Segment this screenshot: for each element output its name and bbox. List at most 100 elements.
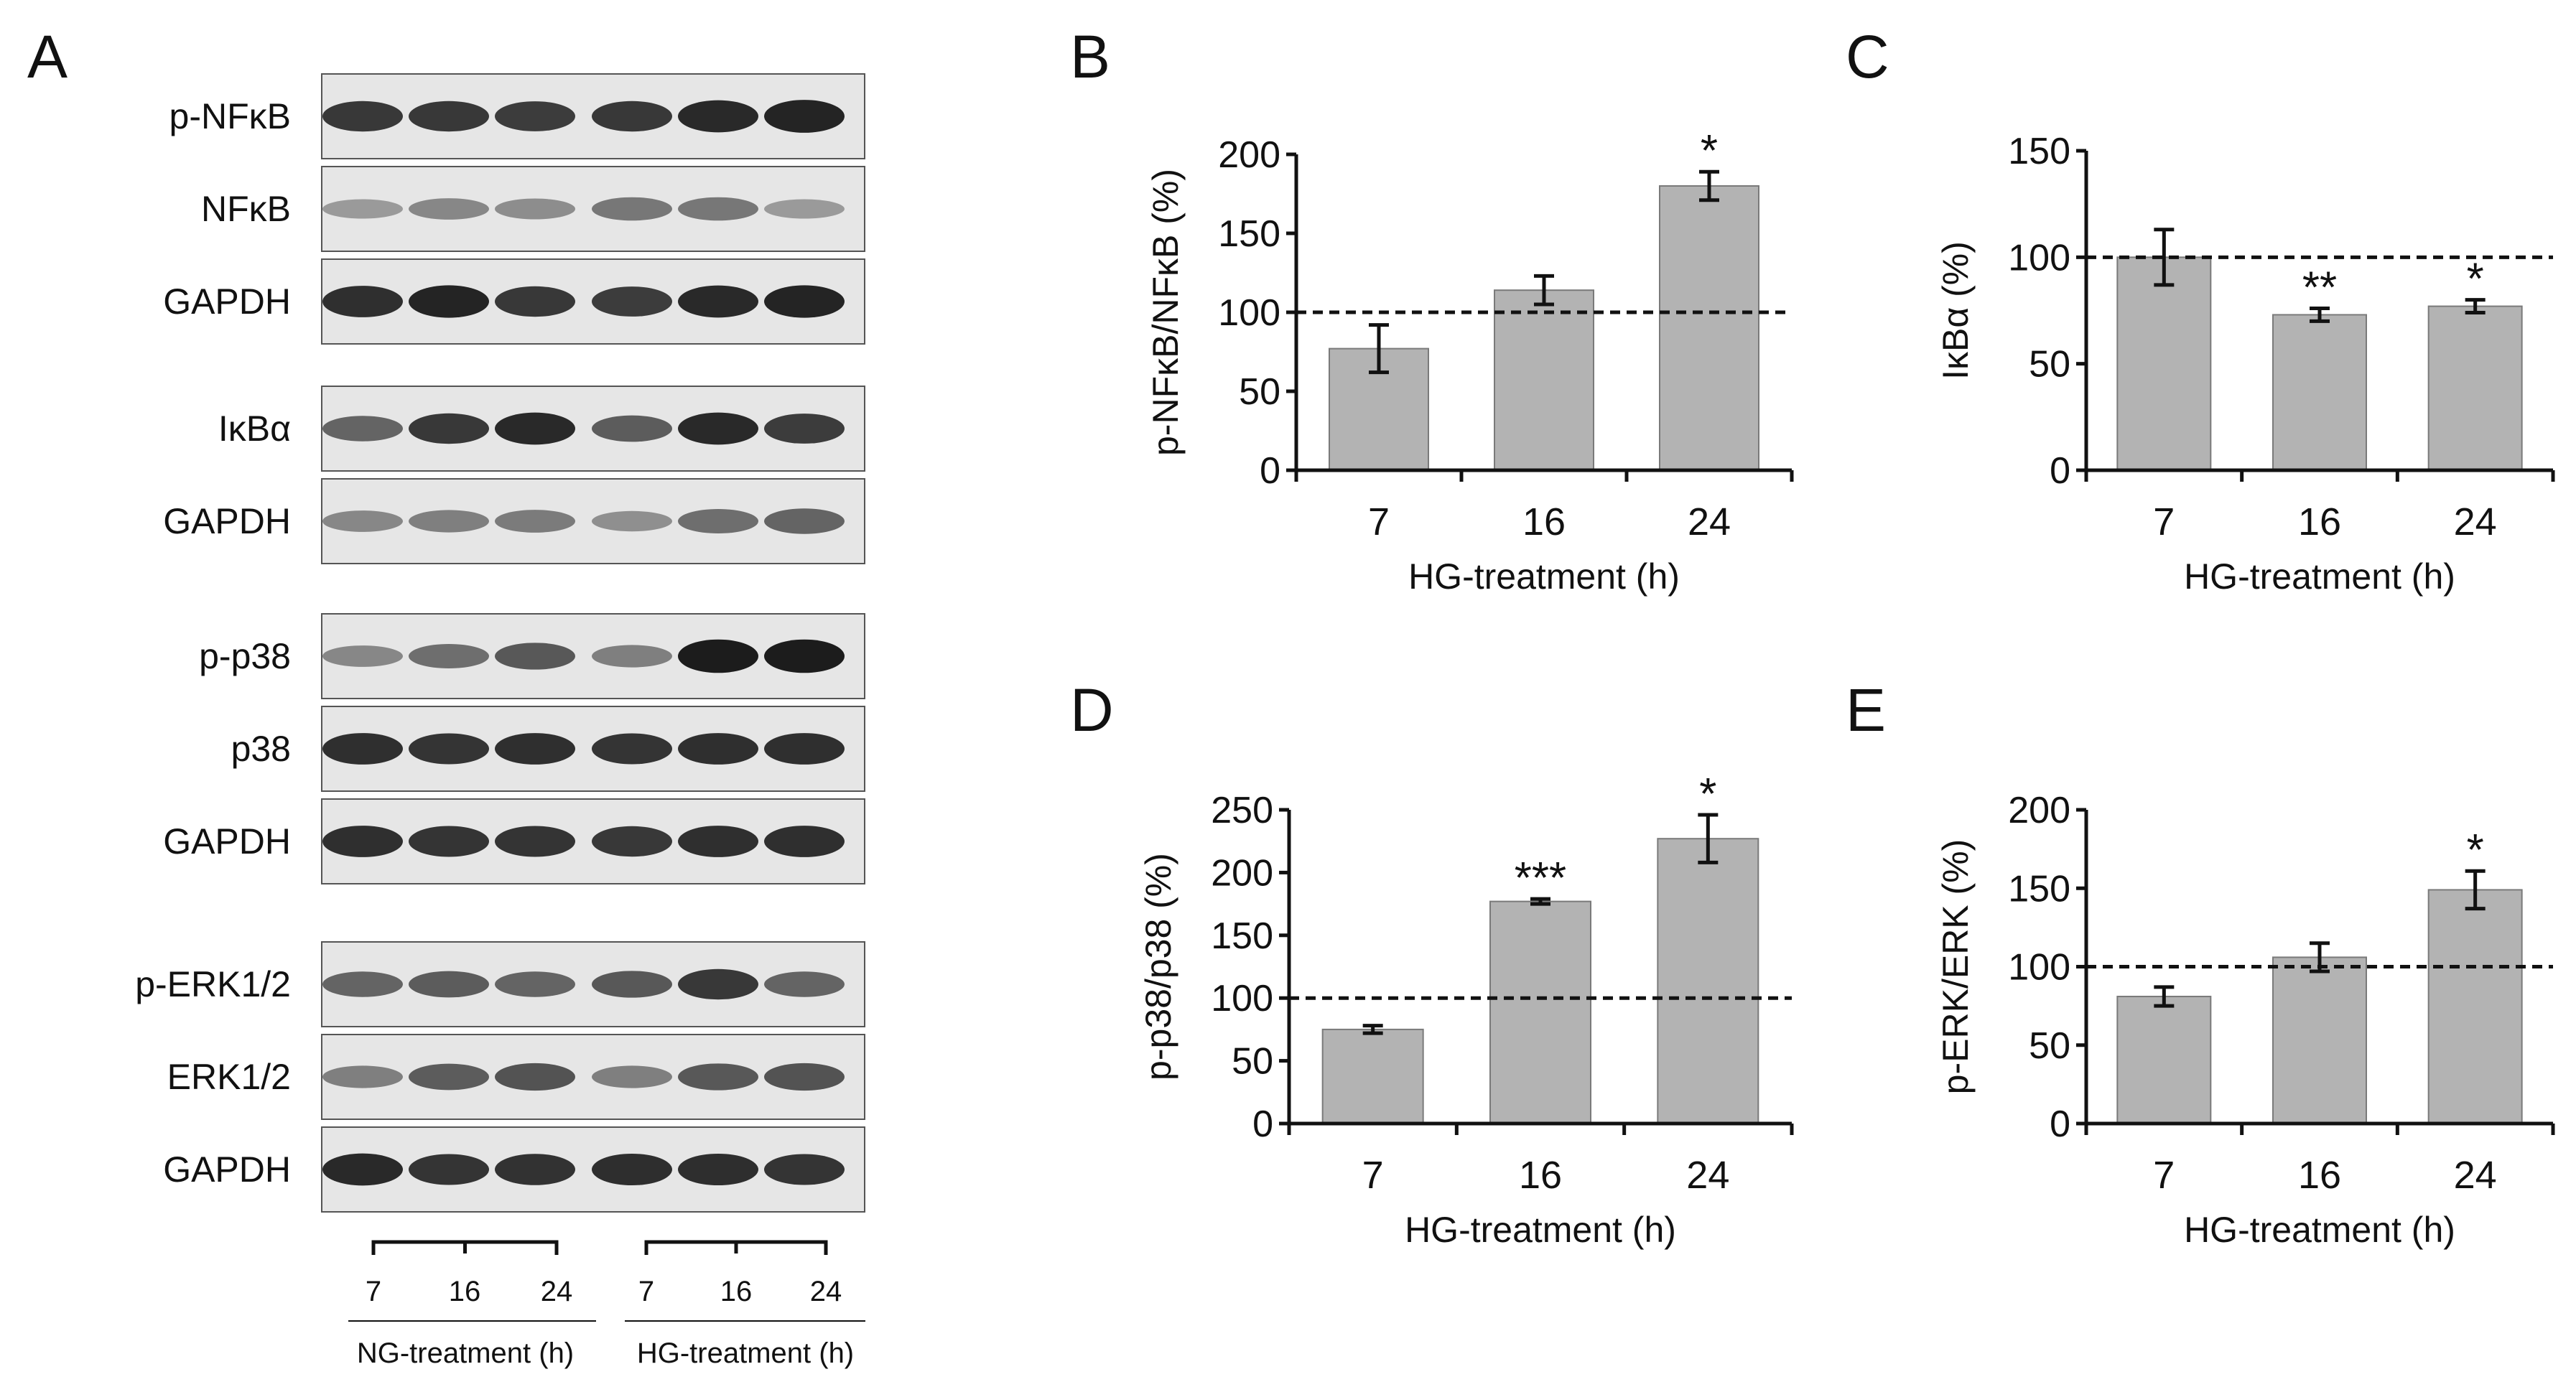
bar — [2427, 305, 2523, 472]
y-tick-label: 200 — [1211, 852, 1273, 894]
blot-row-label: p-p38 — [199, 636, 291, 676]
y-axis-title: p-p38/p38 (%) — [1138, 853, 1178, 1080]
significance-label: * — [2467, 255, 2484, 304]
y-tick-label: 50 — [2029, 344, 2070, 386]
blot-band — [495, 510, 575, 533]
error-bar — [1369, 323, 1389, 375]
x-tick-label: 24 — [2454, 1154, 2497, 1197]
blot-band — [592, 415, 672, 442]
error-bar — [2465, 869, 2486, 911]
error-bar — [1698, 813, 1719, 864]
lane-label: 24 — [810, 1276, 842, 1307]
lane-bracket-group — [371, 1240, 828, 1255]
lane-label: 16 — [720, 1276, 753, 1307]
blot-band — [678, 826, 758, 857]
bar — [2272, 314, 2367, 471]
blot-row-label: GAPDH — [163, 281, 291, 322]
x-tick-label: 24 — [1686, 1154, 1729, 1197]
blot-band — [678, 968, 758, 1000]
chart-e: E * 0 50 100 150 200 7 16 24 HG-treatment (h) p-ERK… — [1846, 676, 2555, 1250]
y-tick-label: 150 — [1218, 213, 1280, 255]
bar — [1659, 185, 1759, 471]
x-tick-label: 7 — [1368, 500, 1390, 543]
blot-band — [592, 645, 672, 668]
blot-band — [322, 510, 403, 532]
x-tick-label: 24 — [1688, 500, 1731, 543]
error-bar — [2310, 941, 2330, 974]
y-tick-label: 100 — [2008, 947, 2070, 989]
blot-row-label: GAPDH — [163, 821, 291, 862]
x-tick-label: 7 — [2153, 500, 2175, 543]
y-tick-label: 150 — [1211, 915, 1273, 957]
error-bar — [2310, 307, 2330, 323]
blot-band — [495, 971, 575, 997]
y-axis-title: p-ERK/ERK (%) — [1935, 839, 1976, 1095]
y-tick-label: 0 — [2050, 450, 2070, 492]
blot-band — [678, 733, 758, 765]
blot-band — [764, 733, 845, 765]
blot-row-label: p38 — [231, 729, 291, 769]
panel-letter: C — [1846, 23, 1889, 90]
lane-label: 16 — [449, 1276, 481, 1307]
error-bar — [1534, 274, 1554, 307]
y-tick-label: 150 — [2008, 131, 2070, 172]
blot-strip — [321, 941, 865, 1027]
blot-row-label: NFκB — [201, 189, 291, 229]
blot-band — [592, 510, 672, 532]
blot-band — [322, 1153, 403, 1186]
blot-band — [764, 1154, 845, 1185]
y-tick-label: 0 — [1252, 1103, 1273, 1145]
blot-band — [678, 197, 758, 221]
hg-treatment-label: HG-treatment (h) — [637, 1337, 854, 1369]
blot-band — [592, 1065, 672, 1088]
blot-band — [678, 412, 758, 445]
error-bar — [2465, 298, 2486, 314]
blot-band — [409, 101, 489, 132]
blot-band — [322, 416, 403, 442]
blot-band — [495, 1063, 575, 1091]
blot-band — [592, 101, 672, 132]
blot-band — [409, 198, 489, 220]
y-axis-title: p-NFκB/NFκB (%) — [1145, 169, 1186, 456]
blot-band — [495, 826, 575, 857]
lane-label: 7 — [366, 1276, 381, 1307]
y-tick-label: 50 — [2029, 1025, 2070, 1067]
significance-label: *** — [1515, 854, 1566, 903]
y-tick-label: 200 — [2008, 790, 2070, 831]
panel-letter: E — [1846, 676, 1886, 744]
blot-row-label: ERK1/2 — [167, 1057, 291, 1097]
blot-band — [678, 639, 758, 673]
blot-band — [322, 971, 403, 997]
x-tick-label: 7 — [1362, 1154, 1384, 1197]
blot-band — [678, 509, 758, 533]
bar — [1494, 289, 1594, 472]
x-tick-label: 24 — [2454, 500, 2497, 543]
blot-row-label: p-NFκB — [169, 96, 291, 136]
blot-band — [322, 286, 403, 317]
blot-band — [495, 643, 575, 670]
blot-band — [409, 285, 489, 318]
significance-label: ** — [2302, 263, 2337, 313]
blot-band — [678, 1153, 758, 1186]
blot-strip — [321, 706, 865, 792]
blot-band — [764, 508, 845, 534]
bar — [1489, 900, 1591, 1124]
blot-strip — [321, 478, 865, 564]
error-bar — [1699, 169, 1719, 202]
y-tick-label: 0 — [2050, 1103, 2070, 1145]
blot-band — [764, 414, 845, 444]
blot-band — [495, 198, 575, 220]
blot-band — [322, 826, 403, 857]
lane-label: 7 — [638, 1276, 654, 1307]
blot-band — [322, 1065, 403, 1088]
y-axis-title: IκBα (%) — [1935, 241, 1976, 380]
bar — [2272, 956, 2367, 1125]
y-tick-label: 50 — [1232, 1041, 1273, 1083]
blot-band — [678, 1063, 758, 1091]
error-bar — [2154, 228, 2175, 287]
error-bar — [1530, 897, 1550, 906]
bar — [2116, 996, 2212, 1125]
